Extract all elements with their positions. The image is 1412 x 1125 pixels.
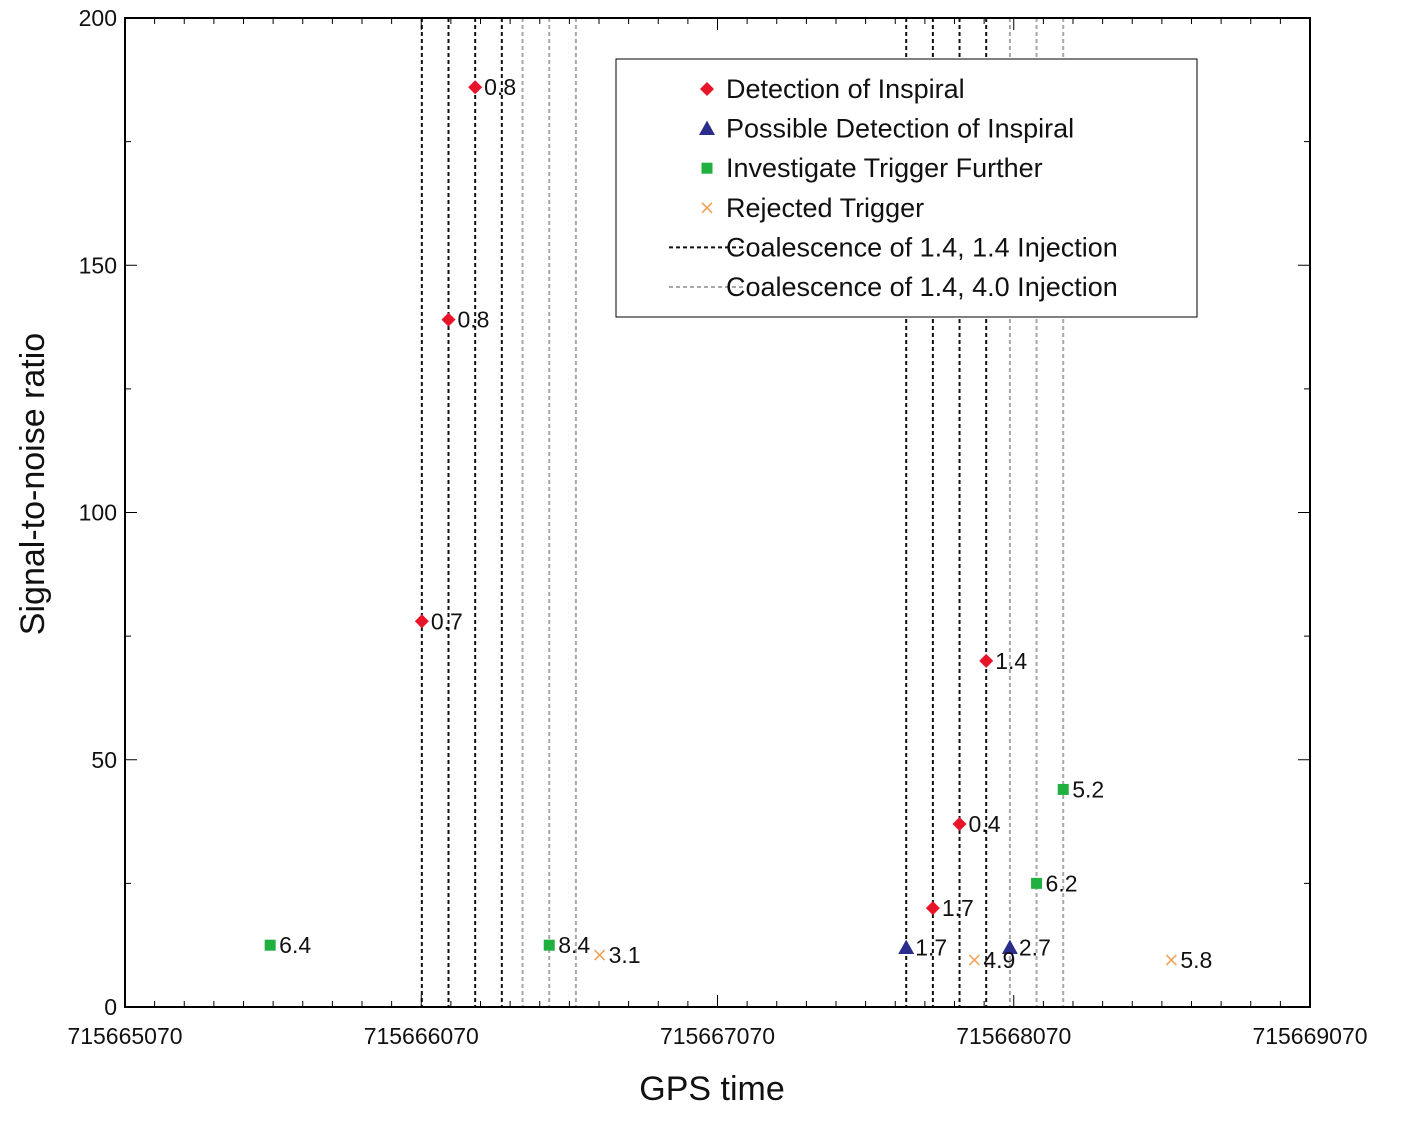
legend-label: Coalescence of 1.4, 4.0 Injection xyxy=(726,272,1118,302)
point-label: 2.7 xyxy=(1019,935,1051,961)
detection-of-inspiral-point xyxy=(979,653,994,668)
legend-label: Detection of Inspiral xyxy=(726,74,965,104)
point-label: 3.1 xyxy=(609,942,641,968)
legend-label: Possible Detection of Inspiral xyxy=(726,114,1074,144)
x-tick-label: 715665070 xyxy=(67,1023,182,1049)
plot-frame xyxy=(124,17,1311,1008)
point-label: 0.7 xyxy=(431,608,463,634)
point-label: 1.7 xyxy=(915,935,947,961)
legend-label: Rejected Trigger xyxy=(726,193,924,223)
point-label: 1.7 xyxy=(942,895,974,921)
x-tick-label: 715667070 xyxy=(660,1023,775,1049)
point-label: 0.8 xyxy=(458,307,490,333)
point-label: 8.4 xyxy=(558,932,590,958)
point-label: 5.8 xyxy=(1180,947,1212,973)
y-tick-label: 100 xyxy=(79,500,117,526)
detection-of-inspiral-point xyxy=(925,901,940,916)
legend-marker-possible-detection-of-inspiral xyxy=(699,120,715,135)
point-label: 1.4 xyxy=(995,648,1027,674)
point-label: 6.4 xyxy=(279,932,311,958)
y-tick-label: 200 xyxy=(79,5,117,31)
x-tick-label: 715666070 xyxy=(364,1023,479,1049)
legend-marker-detection-of-inspiral xyxy=(700,82,714,96)
legend: Detection of Inspiral Possible Detection … xyxy=(615,58,1198,318)
legend-marker-investigate-trigger-further xyxy=(701,162,713,174)
rejected-trigger-point xyxy=(1165,954,1177,966)
investigate-trigger-further-point xyxy=(543,939,555,951)
investigate-trigger-further-point xyxy=(1057,783,1069,795)
possible-detection-of-inspiral-point xyxy=(898,939,915,955)
legend-label: Coalescence of 1.4, 1.4 Injection xyxy=(726,232,1118,262)
legend-marker-rejected-trigger xyxy=(701,202,713,214)
legend-box xyxy=(615,58,1198,318)
y-tick-label: 50 xyxy=(91,747,117,773)
x-axis-label: GPS time xyxy=(639,1070,784,1108)
legend-label: Investigate Trigger Further xyxy=(726,153,1043,183)
rejected-trigger-point xyxy=(594,949,606,961)
x-stroke xyxy=(594,949,606,961)
x-tick-label: 715668070 xyxy=(956,1023,1071,1049)
rejected-trigger-point xyxy=(968,954,980,966)
point-label: 0.4 xyxy=(969,811,1001,837)
investigate-trigger-further-point xyxy=(264,939,276,951)
point-label: 6.2 xyxy=(1046,870,1078,896)
possible-detection-of-inspiral-point xyxy=(1001,939,1018,955)
x-stroke xyxy=(1165,954,1177,966)
y-tick-label: 150 xyxy=(79,252,117,278)
x-stroke xyxy=(701,202,713,214)
x-tick-label: 715669070 xyxy=(1252,1023,1367,1049)
detection-of-inspiral-point xyxy=(468,80,483,95)
investigate-trigger-further-point xyxy=(1031,877,1043,889)
point-label: 4.9 xyxy=(983,947,1015,973)
y-axis-label: Signal-to-noise ratio xyxy=(14,333,52,635)
axis-tick-labels: 715665070 715666070 715667070 715668070 7156… xyxy=(67,5,1367,1049)
data-points: 0.7 0.8 0.8 1.7 0.4 1.4 1.7 2.7 6.4 8.4 6.2 5.2 3.1 4… xyxy=(264,74,1212,973)
point-label: 0.8 xyxy=(484,74,516,100)
point-label: 5.2 xyxy=(1072,776,1104,802)
detection-of-inspiral-point xyxy=(441,312,456,327)
detection-of-inspiral-point xyxy=(952,817,967,832)
x-stroke xyxy=(968,954,980,966)
y-tick-label: 0 xyxy=(104,994,117,1020)
detection-of-inspiral-point xyxy=(414,614,429,629)
